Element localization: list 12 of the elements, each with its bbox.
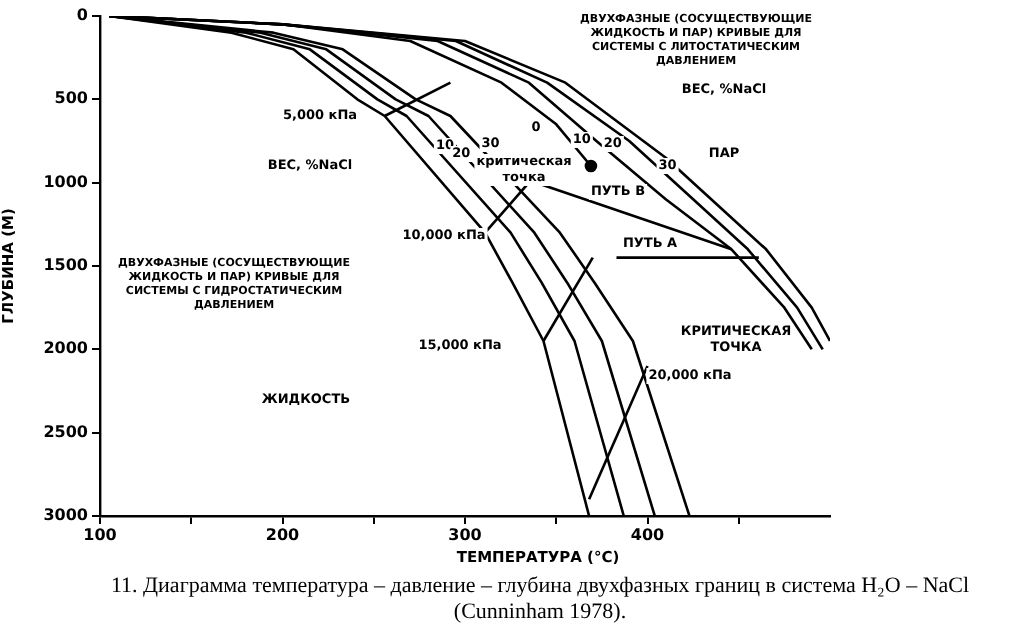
y-tick-label: 1000: [43, 172, 89, 191]
y-tick-label: 500: [54, 89, 89, 108]
y-tick-label: 0: [76, 6, 89, 25]
text: 11. Диаграмма температура – давление – глубина двухфазных границ в система H₂O – NaCl (Cunninham 1978).: [108, 574, 972, 626]
x-tick-label: 200: [265, 525, 301, 544]
x-tick-label: 300: [448, 525, 483, 544]
y-tick-label: 3000: [43, 506, 89, 525]
y-tick-label: 1500: [43, 256, 89, 275]
y-tick-label: 2500: [43, 422, 89, 441]
y-tick-label: 2000: [43, 339, 89, 358]
x-tick-label: 100: [83, 525, 118, 544]
x-tick-label: 400: [630, 525, 666, 544]
